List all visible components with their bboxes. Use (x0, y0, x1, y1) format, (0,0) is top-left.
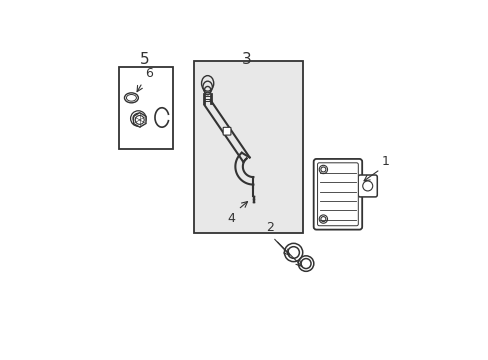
Text: 5: 5 (140, 51, 149, 67)
Bar (119, 67, 173, 149)
Text: 4: 4 (227, 212, 235, 225)
Text: 6: 6 (144, 67, 152, 80)
FancyBboxPatch shape (317, 163, 358, 226)
Text: 1: 1 (381, 155, 389, 168)
Bar (193, 61, 303, 233)
FancyBboxPatch shape (357, 175, 377, 197)
FancyBboxPatch shape (223, 127, 230, 135)
Polygon shape (133, 113, 146, 127)
Text: 3: 3 (241, 51, 251, 67)
Text: 2: 2 (265, 221, 273, 234)
FancyBboxPatch shape (313, 159, 362, 230)
